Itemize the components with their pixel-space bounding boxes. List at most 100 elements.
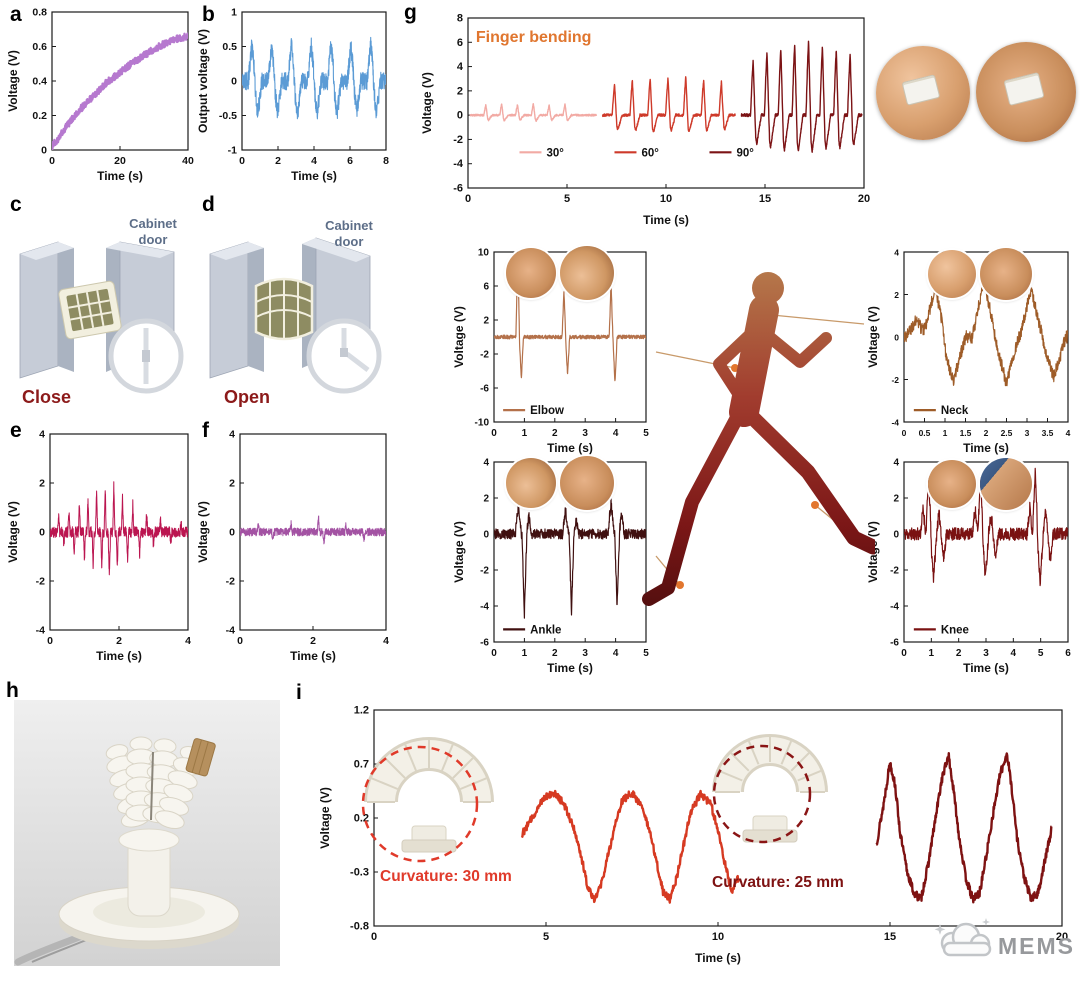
svg-text:Time (s): Time (s) — [963, 441, 1009, 455]
svg-text:4: 4 — [311, 155, 317, 167]
chart-elbow: 0 1 2 3 4 5 -10 -6 -2 2 6 10 Time (s) Voltage (V) Elbo… — [452, 246, 652, 458]
panel-label-g: g — [404, 1, 417, 24]
svg-text:0: 0 — [902, 428, 907, 438]
svg-text:4: 4 — [185, 635, 191, 647]
runner-back-leg — [642, 405, 747, 606]
svg-text:20: 20 — [1056, 931, 1068, 943]
gripper-photo — [14, 700, 280, 966]
sparkle-icon — [982, 918, 990, 926]
bellows-ridges — [715, 737, 825, 793]
svg-text:-4: -4 — [890, 602, 899, 613]
svg-text:Time (s): Time (s) — [963, 661, 1009, 675]
cabinet-open-panel: Cabinet door Open — [198, 198, 394, 422]
panel-label-i: i — [296, 681, 302, 704]
svg-text:2.5: 2.5 — [1001, 428, 1013, 438]
svg-text:Voltage (V): Voltage (V) — [318, 787, 332, 849]
curvature-30-label: Curvature: 30 mm — [380, 868, 512, 885]
svg-text:8: 8 — [457, 13, 463, 25]
svg-text:0: 0 — [231, 76, 237, 88]
panel-label-e: e — [10, 419, 22, 442]
svg-text:3: 3 — [582, 648, 588, 659]
svg-text:5: 5 — [643, 428, 649, 439]
svg-text:-10: -10 — [475, 418, 490, 429]
svg-text:-6: -6 — [480, 638, 489, 649]
svg-text:Time (s): Time (s) — [547, 441, 593, 455]
svg-text:1: 1 — [522, 428, 528, 439]
neck-inset-photo-2 — [980, 248, 1032, 300]
svg-text:Time (s): Time (s) — [643, 213, 689, 227]
svg-text:0: 0 — [41, 145, 47, 157]
svg-text:0: 0 — [893, 530, 899, 541]
svg-text:0: 0 — [39, 527, 45, 539]
svg-text:Knee: Knee — [941, 624, 969, 636]
svg-text:-6: -6 — [890, 638, 899, 649]
svg-text:1.5: 1.5 — [960, 428, 972, 438]
svg-text:20: 20 — [858, 193, 870, 205]
runner-front-leg — [737, 402, 875, 555]
left-wall — [19, 241, 74, 379]
curvature-circle-25 — [712, 744, 812, 844]
svg-text:6: 6 — [347, 155, 353, 167]
svg-text:Time (s): Time (s) — [96, 649, 142, 663]
svg-text:4: 4 — [1066, 428, 1071, 438]
svg-text:-6: -6 — [480, 384, 489, 395]
g-chart-svg: 0 5 10 15 20 -6 -4 -2 0 2 4 6 8 Time (s) Voltage (V) Fi… — [420, 13, 870, 228]
svg-text:2: 2 — [229, 478, 235, 490]
sparkle-icon — [934, 924, 946, 935]
svg-text:Elbow: Elbow — [530, 405, 564, 417]
svg-text:3.5: 3.5 — [1042, 428, 1054, 438]
svg-text:3: 3 — [983, 648, 989, 659]
svg-text:4: 4 — [483, 458, 489, 469]
svg-text:-4: -4 — [36, 625, 45, 637]
chart-ankle: 0 1 2 3 4 5 -6 -4 -2 0 2 4 Time (s) Voltage (V) Ankle — [452, 456, 652, 678]
svg-text:-2: -2 — [453, 134, 463, 146]
gripper-inset-curvature-30 — [356, 734, 502, 876]
svg-text:-4: -4 — [453, 158, 464, 170]
svg-text:1: 1 — [929, 648, 935, 659]
svg-text:0: 0 — [239, 155, 245, 167]
chart-g-finger-bending: 0 5 10 15 20 -6 -4 -2 0 2 4 6 8 Time (s) Voltage (V) Fi… — [420, 10, 872, 230]
sensor-device-icon — [901, 74, 941, 107]
svg-text:4: 4 — [613, 428, 619, 439]
gripper-inset-curvature-25 — [694, 728, 846, 874]
svg-text:1: 1 — [522, 648, 528, 659]
svg-text:-0.5: -0.5 — [219, 110, 237, 122]
svg-text:-4: -4 — [891, 418, 899, 428]
panel-label-a: a — [10, 3, 22, 26]
gripper-photo-panel — [14, 700, 280, 966]
svg-text:Voltage (V): Voltage (V) — [452, 521, 466, 583]
svg-text:0: 0 — [229, 527, 235, 539]
svg-text:2: 2 — [310, 635, 316, 647]
svg-text:10: 10 — [660, 193, 672, 205]
svg-text:10: 10 — [712, 931, 724, 943]
svg-text:8: 8 — [383, 155, 389, 167]
svg-text:0.2: 0.2 — [32, 110, 47, 122]
svg-text:4: 4 — [229, 429, 235, 441]
a-chart-svg: 0 20 40 0 0.2 0.4 0.6 0.8 Time (s) Voltage (V) — [6, 7, 194, 184]
svg-text:5: 5 — [543, 931, 549, 943]
svg-text:2: 2 — [483, 316, 489, 327]
finger-bending-photo-2 — [976, 42, 1076, 142]
door-state-close-label: Close — [22, 387, 72, 407]
svg-text:Voltage (V): Voltage (V) — [452, 306, 466, 368]
svg-text:4: 4 — [613, 648, 619, 659]
panel-label-c: c — [10, 193, 22, 216]
svg-text:0: 0 — [47, 635, 53, 647]
sensor-patch-flat — [58, 280, 122, 340]
svg-text:-0.8: -0.8 — [350, 921, 369, 933]
svg-text:2: 2 — [483, 494, 489, 505]
chart-f-door-close-signal: 0 2 4 -4 -2 0 2 4 Time (s) Voltage (V) — [196, 426, 394, 666]
svg-text:30°: 30° — [546, 147, 564, 159]
cabinet-open-illustration — [209, 237, 382, 394]
svg-text:4: 4 — [383, 635, 389, 647]
svg-text:1: 1 — [943, 428, 948, 438]
door-state-open-label: Open — [224, 387, 271, 407]
elbow-inset-photo-2 — [560, 246, 614, 300]
svg-text:2: 2 — [984, 428, 989, 438]
chart-i-curvature: 0 5 10 15 20 -0.8 -0.3 0.2 0.7 1.2 Time (s) Voltage… — [318, 698, 1074, 968]
svg-text:0: 0 — [49, 155, 55, 167]
svg-text:-1: -1 — [228, 145, 237, 157]
svg-text:15: 15 — [759, 193, 771, 205]
svg-text:0.8: 0.8 — [32, 7, 47, 19]
svg-text:-2: -2 — [36, 576, 45, 588]
